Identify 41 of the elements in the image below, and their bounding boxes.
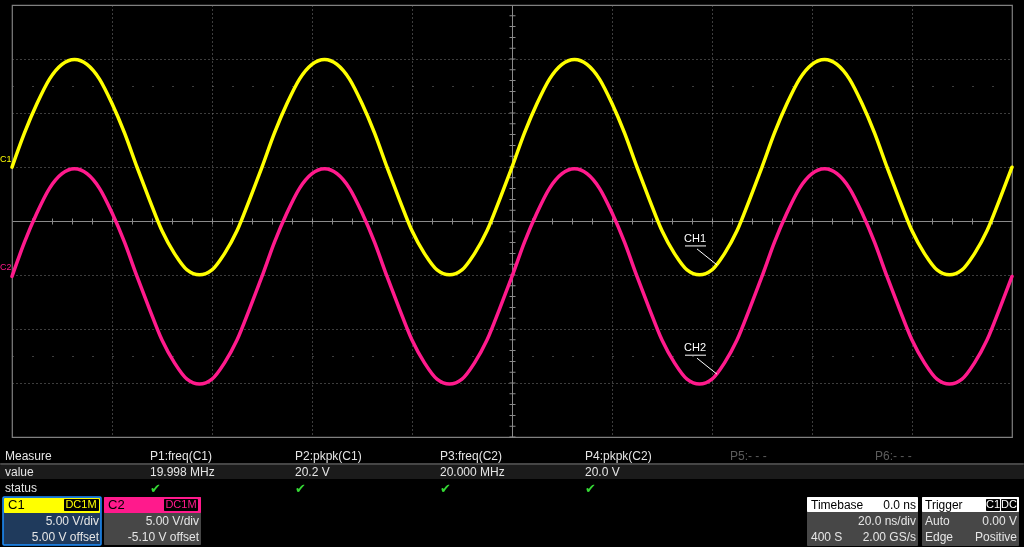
text: 19.998 MHz — [150, 465, 215, 479]
text: Timebase — [811, 498, 864, 512]
text: ✔ — [295, 481, 306, 496]
text: status — [5, 481, 38, 495]
text: ✔ — [585, 481, 596, 496]
text: 20.0 ns/div — [857, 514, 916, 528]
text: Positive — [974, 530, 1018, 544]
text: C1 — [8, 497, 25, 512]
text: P2:pkpk(C1) — [295, 449, 362, 463]
text: Measure — [5, 449, 53, 463]
text: C1 — [985, 498, 1001, 510]
text: 20.000 MHz — [440, 465, 505, 479]
text: C1 — [0, 154, 12, 164]
text: 2.00 GS/s — [862, 530, 916, 544]
text: Trigger — [925, 498, 963, 512]
text: 20.2 V — [295, 465, 330, 479]
text: P6:- - - — [875, 449, 912, 463]
text: P4:pkpk(C2) — [585, 449, 652, 463]
text: Edge — [925, 530, 954, 544]
text: P1:freq(C1) — [150, 449, 213, 463]
text: 5.00 V offset — [31, 530, 100, 544]
text: 20.0 V — [585, 465, 620, 479]
text: C2 — [108, 497, 125, 512]
text: 5.00 V/div — [45, 514, 99, 528]
text: 0.0 ns — [883, 498, 916, 512]
text: DC — [1001, 498, 1017, 510]
text: 0.00 V — [982, 514, 1017, 528]
text: P5:- - - — [730, 449, 767, 463]
text: ✔ — [150, 481, 161, 496]
text: 400 S — [811, 530, 843, 544]
text: P3:freq(C2) — [440, 449, 503, 463]
text: C2 — [0, 262, 12, 272]
text: value — [5, 465, 35, 479]
series-label: CH2 — [683, 341, 707, 354]
text: DC1M — [65, 498, 97, 510]
text: ✔ — [440, 481, 451, 496]
text: -5.10 V offset — [127, 530, 200, 544]
series-label: CH1 — [683, 231, 707, 244]
text: 5.00 V/div — [145, 514, 199, 528]
text: DC1M — [165, 498, 197, 510]
text: Auto — [925, 514, 951, 528]
